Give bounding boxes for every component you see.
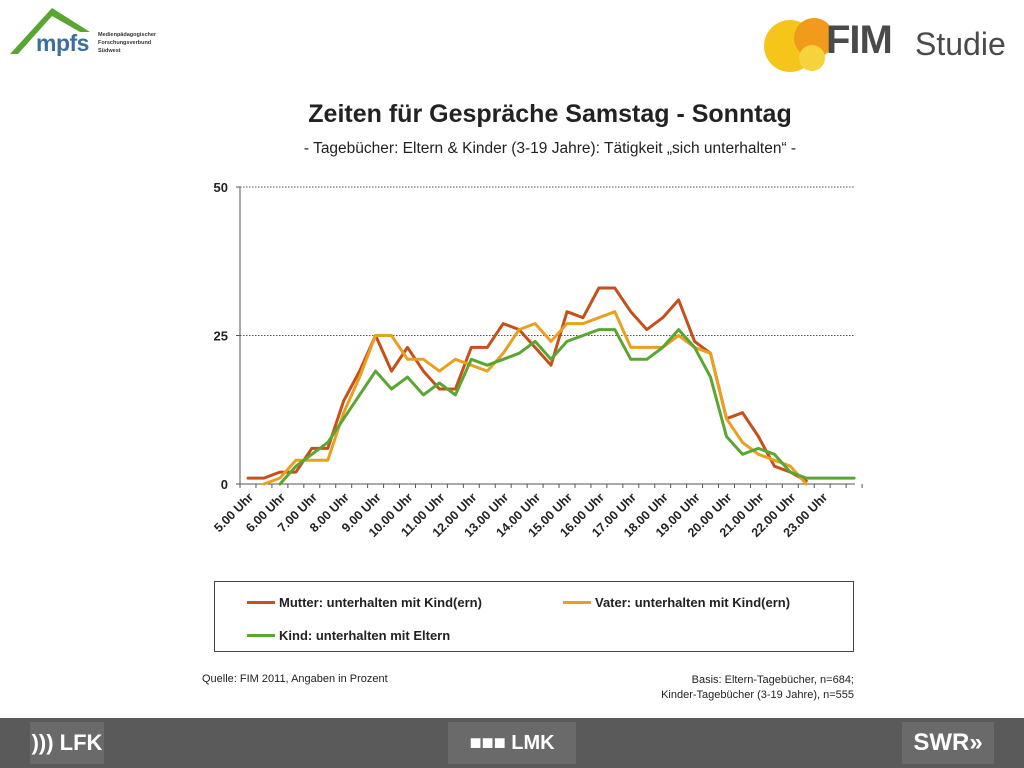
y-tick-label: 50 (214, 180, 228, 195)
legend-swatch-mother (247, 601, 275, 604)
basis-note-line-1: Basis: Eltern-Tagebücher, n=684; (691, 674, 854, 686)
legend-label-child: Kind: unterhalten mit Eltern (279, 628, 451, 643)
legend-item-mother: Mutter: unterhalten mit Kind(ern) (247, 595, 482, 610)
mpfs-logo-text: mpfs (36, 30, 89, 56)
chart-subtitle: - Tagebücher: Eltern & Kinder (3-19 Jahr… (303, 140, 797, 157)
lmk-logo: ■■■ LMK (448, 722, 576, 764)
basis-note: Basis: Eltern-Tagebücher, n=684; Kinder-… (661, 673, 854, 703)
legend-label-father: Vater: unterhalten mit Kind(ern) (595, 595, 791, 610)
chart-title: Zeiten für Gespräche Samstag - Sonntag (308, 100, 792, 128)
fim-logo-text: FIM (826, 18, 893, 62)
basis-note-line-2: Kinder-Tagebücher (3-19 Jahre), n=555 (661, 689, 854, 701)
studie-logo-text: Studie (915, 26, 1006, 62)
legend-item-child: Kind: unterhalten mit Eltern (247, 628, 450, 643)
mpfs-logo (10, 8, 90, 54)
series-line-1 (262, 310, 808, 486)
series-line-2 (278, 328, 856, 486)
legend-swatch-father (563, 601, 591, 604)
legend: Mutter: unterhalten mit Kind(ern) Vater:… (214, 581, 854, 652)
y-tick-label: 25 (214, 329, 228, 344)
source-note: Quelle: FIM 2011, Angaben in Prozent (202, 673, 388, 685)
mpfs-logo-subtitle: Medienpädagogischer Forschungsverbund Sü… (98, 32, 157, 54)
legend-swatch-child (247, 634, 275, 637)
y-tick-label: 0 (221, 477, 228, 492)
fim-logo (764, 18, 834, 72)
lfk-logo: ))) LFK (30, 722, 104, 764)
legend-item-father: Vater: unterhalten mit Kind(ern) (563, 595, 790, 610)
swr-logo: SWR» (902, 722, 994, 764)
legend-label-mother: Mutter: unterhalten mit Kind(ern) (279, 595, 482, 610)
